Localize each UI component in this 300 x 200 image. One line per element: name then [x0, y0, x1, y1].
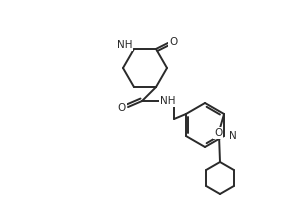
- Text: O: O: [118, 103, 126, 113]
- Text: O: O: [214, 128, 222, 138]
- Text: O: O: [169, 37, 177, 47]
- Text: NH: NH: [160, 96, 176, 106]
- Text: NH: NH: [116, 40, 132, 50]
- Text: N: N: [229, 131, 237, 141]
